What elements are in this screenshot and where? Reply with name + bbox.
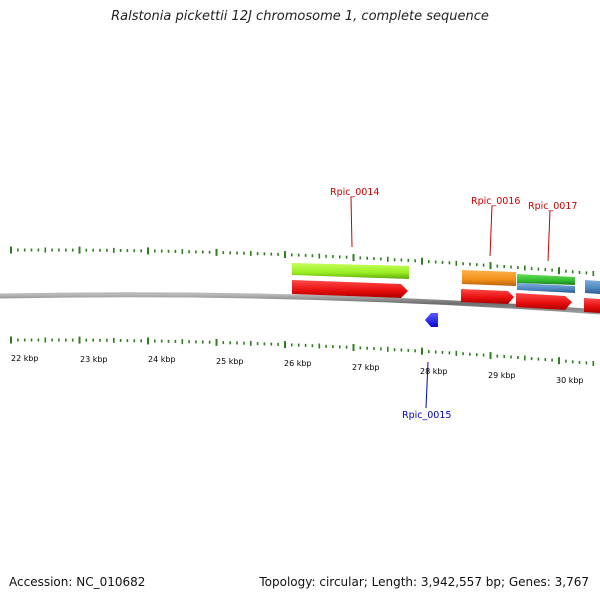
gene-feature-orange[interactable] [462,270,516,286]
leader-rpic-0015 [425,361,429,409]
scale-ticks-lower [10,336,595,366]
scale-label-28kbp: 28 kbp [420,367,448,376]
gene-label-rpic-0015[interactable]: Rpic_0015 [402,410,451,421]
scale-label-22kbp: 22 kbp [11,354,39,363]
scale-label-23kbp: 23 kbp [80,355,108,364]
topology-summary: Topology: circular; Length: 3,942,557 bp… [259,575,589,589]
accession-text: Accession: NC_010682 [9,575,146,589]
gene-feature-rpic-0017[interactable] [516,293,572,310]
gene-feature-rpic-0015[interactable] [425,313,438,327]
scale-label-25kbp: 25 kbp [216,357,244,366]
scale-label-26kbp: 26 kbp [284,359,312,368]
gene-feature-rpic-0016[interactable] [461,289,514,304]
gene-feature-steel-edge[interactable] [585,280,600,294]
gene-label-rpic-0016[interactable]: Rpic_0016 [471,196,520,207]
gene-labels: Rpic_0014 Rpic_0016 Rpic_0017 Rpic_0015 [330,187,577,421]
leader-rpic-0016 [489,205,493,257]
gene-feature-green[interactable] [517,274,575,285]
scale-label-27kbp: 27 kbp [352,363,380,372]
leader-rpic-0014 [350,196,353,248]
scale-label-24kbp: 24 kbp [148,355,176,364]
scale-labels: 22 kbp 23 kbp 24 kbp 25 kbp 26 kbp 27 kb… [11,354,584,385]
gene-feature-steel[interactable] [517,283,575,293]
gene-label-rpic-0014[interactable]: Rpic_0014 [330,187,379,198]
gene-label-rpic-0017[interactable]: Rpic_0017 [528,201,577,212]
scale-label-30kbp: 30 kbp [556,376,584,385]
gene-feature-rpic-0014[interactable] [292,280,408,298]
leader-rpic-0017 [547,210,551,262]
map-title: Ralstonia pickettii 12J chromosome 1, co… [111,9,489,24]
gene-feature-lime[interactable] [292,263,409,279]
gene-feature-red-edge[interactable] [584,298,600,313]
forward-strand-features [292,263,600,313]
reverse-strand-features [425,313,438,327]
scale-ticks-upper [10,246,595,276]
scale-label-29kbp: 29 kbp [488,371,516,380]
label-leaders [350,196,551,409]
